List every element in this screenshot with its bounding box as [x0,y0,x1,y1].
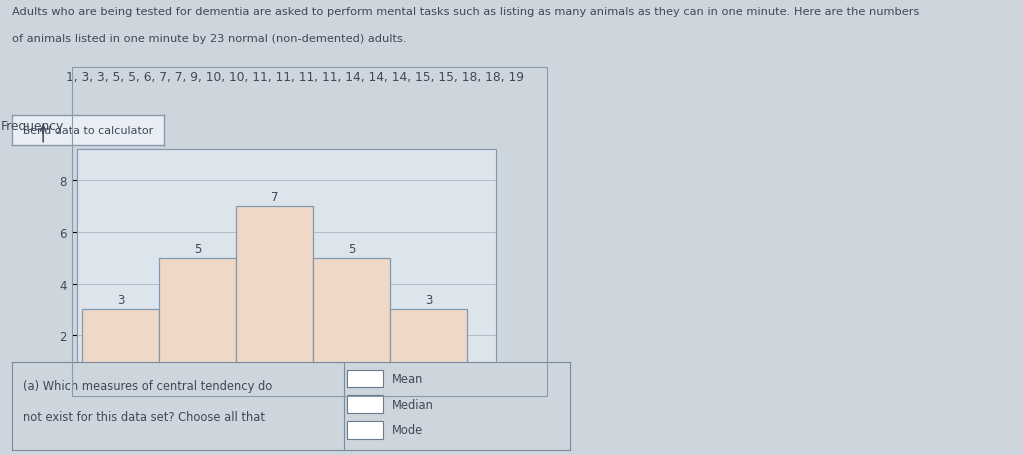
X-axis label: Number of animals listed: Number of animals listed [210,414,363,426]
Text: 1, 3, 3, 5, 5, 6, 7, 7, 9, 10, 10, 11, 11, 11, 11, 14, 14, 14, 15, 15, 18, 18, 1: 1, 3, 3, 5, 5, 6, 7, 7, 9, 10, 10, 11, 1… [66,71,525,84]
Text: 3: 3 [118,293,125,307]
Bar [391,309,468,387]
FancyBboxPatch shape [347,421,383,439]
Text: Send data to calculator: Send data to calculator [23,126,153,136]
Text: (a) Which measures of central tendency do: (a) Which measures of central tendency d… [24,379,273,393]
Text: Adults who are being tested for dementia are asked to perform mental tasks such : Adults who are being tested for dementia… [12,7,920,17]
Text: 5: 5 [348,242,356,255]
Text: 5: 5 [194,242,202,255]
Bar [313,258,391,387]
Text: 3: 3 [426,293,433,307]
Text: 7: 7 [271,191,278,204]
FancyBboxPatch shape [347,370,383,388]
Text: Mode: Mode [392,424,422,436]
Bar [236,207,313,387]
Text: of animals listed in one minute by 23 normal (non-demented) adults.: of animals listed in one minute by 23 no… [12,34,407,44]
Text: Median: Median [392,398,434,411]
Bar [160,258,236,387]
FancyBboxPatch shape [347,395,383,413]
Text: Mean: Mean [392,372,422,385]
Text: Frequency: Frequency [1,119,64,132]
Bar [83,309,160,387]
Text: not exist for this data set? Choose all that: not exist for this data set? Choose all … [24,410,265,424]
